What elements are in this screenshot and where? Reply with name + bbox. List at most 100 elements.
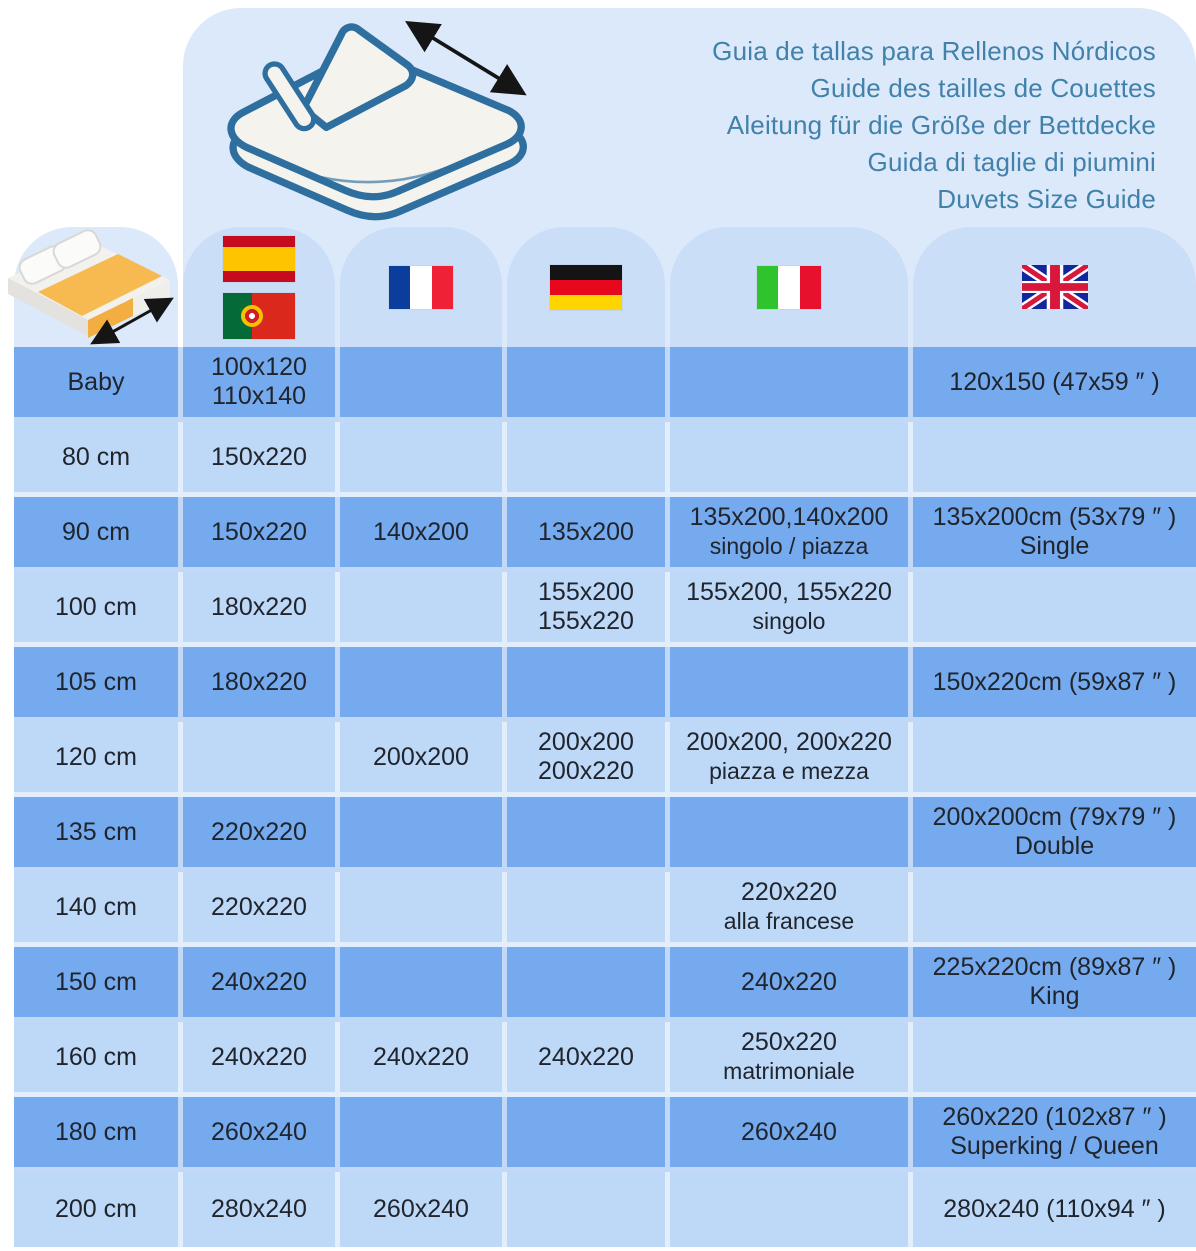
column-header-spain-portugal (183, 227, 335, 347)
cell-germany (507, 797, 670, 872)
row-label: 200 cm (55, 1195, 137, 1223)
uk-flag-icon (1021, 265, 1088, 309)
italy-flag-icon (757, 265, 821, 309)
cell-line: 200x200cm (79x79 ″ ) (932, 803, 1177, 831)
cell-germany (507, 947, 670, 1022)
row-label: 150 cm (55, 967, 137, 996)
cell-spain-portugal: 150x220 (183, 422, 340, 497)
cell-line: 155x200, 155x220 (686, 578, 892, 606)
cell-line: 200x200 (373, 742, 469, 771)
row-label-cell: 90 cm (14, 497, 183, 572)
cell-france: 200x200 (340, 722, 507, 797)
cell-germany (507, 1172, 670, 1247)
cell-line: 220x220 (211, 817, 307, 846)
cell-line: 260x240 (373, 1195, 469, 1223)
cell-spain-portugal: 240x220 (183, 1022, 340, 1097)
row-label-cell: 120 cm (14, 722, 183, 797)
cell-italy (670, 422, 913, 497)
row-label: 140 cm (55, 892, 137, 921)
cell-line: Double (1014, 832, 1095, 860)
cell-france (340, 797, 507, 872)
cell-line: 200x200 (538, 728, 634, 756)
column-header-france (340, 227, 502, 347)
row-label-cell: 80 cm (14, 422, 183, 497)
row-label: Baby (67, 367, 125, 396)
cell-line: 240x220 (538, 1042, 634, 1071)
cell-line: 200x220 (538, 757, 634, 785)
cell-italy: 155x200, 155x220 singolo (670, 572, 913, 647)
cell-spain-portugal: 220x220 (183, 797, 340, 872)
table-row: 150 cm 240x220 240x220 225x220cm (89x87 … (14, 947, 1196, 1022)
cell-uk: 150x220cm (59x87 ″ ) (913, 647, 1196, 722)
france-flag-icon (389, 265, 453, 309)
table-row: 200 cm 280x240 260x240 280x240 (110x94 ″… (14, 1172, 1196, 1247)
title-german: Aleitung für die Größe der Bettdecke (726, 110, 1156, 140)
row-label: 135 cm (55, 817, 137, 846)
cell-france (340, 872, 507, 947)
cell-line: 140x200 (373, 517, 469, 546)
cell-line: 225x220cm (89x87 ″ ) (932, 953, 1177, 981)
cell-line: 150x220cm (59x87 ″ ) (932, 667, 1177, 696)
cell-line: 240x220 (211, 967, 307, 996)
cell-line: alla francese (723, 908, 855, 934)
cell-spain-portugal (183, 722, 340, 797)
cell-germany (507, 1097, 670, 1172)
table-row: 135 cm 220x220 200x200cm (79x79 ″ ) Doubl… (14, 797, 1196, 872)
table-row: 140 cm 220x220 220x220 alla francese (14, 872, 1196, 947)
cell-france (340, 1097, 507, 1172)
table-row: 90 cm 150x220 140x200 135x200 135x200,14… (14, 497, 1196, 572)
cell-italy: 260x240 (670, 1097, 913, 1172)
germany-flag-icon (550, 264, 622, 310)
cell-line: 240x220 (741, 967, 837, 996)
cell-line: 150x220 (211, 517, 307, 546)
cell-line: 150x220 (211, 442, 307, 471)
cell-line: 120x150 (47x59 ″ ) (949, 367, 1160, 396)
cell-line: 155x200 (538, 578, 634, 606)
table-row: 80 cm 150x220 (14, 422, 1196, 497)
table-row: 105 cm 180x220 150x220cm (59x87 ″ ) (14, 647, 1196, 722)
cell-spain-portugal: 260x240 (183, 1097, 340, 1172)
cell-spain-portugal: 150x220 (183, 497, 340, 572)
spain-flag-icon (223, 235, 295, 282)
cell-italy: 200x200, 200x220 piazza e mezza (670, 722, 913, 797)
row-label: 90 cm (61, 517, 131, 546)
cell-uk: 120x150 (47x59 ″ ) (913, 347, 1196, 422)
cell-spain-portugal: 240x220 (183, 947, 340, 1022)
cell-france (340, 347, 507, 422)
cell-spain-portugal: 220x220 (183, 872, 340, 947)
cell-france (340, 647, 507, 722)
cell-germany: 155x200 155x220 (507, 572, 670, 647)
cell-line: 135x200cm (53x79 ″ ) (932, 503, 1177, 531)
row-label: 160 cm (55, 1042, 137, 1071)
row-label-cell: 180 cm (14, 1097, 183, 1172)
cell-italy: 240x220 (670, 947, 913, 1022)
cell-germany (507, 347, 670, 422)
cell-france: 240x220 (340, 1022, 507, 1097)
cell-line: 220x220 (211, 892, 307, 921)
cell-line: singolo (752, 608, 826, 634)
cell-spain-portugal: 180x220 (183, 647, 340, 722)
cell-line: 135x200,140x200 (689, 503, 889, 531)
row-label: 80 cm (61, 442, 131, 471)
row-label-cell: Baby (14, 347, 183, 422)
cell-uk (913, 722, 1196, 797)
cell-line: 260x240 (211, 1117, 307, 1146)
row-label: 120 cm (55, 742, 137, 771)
bed-icon (8, 229, 174, 345)
cell-france (340, 947, 507, 1022)
cell-france: 260x240 (340, 1172, 507, 1247)
cell-line: 280x240 (211, 1195, 307, 1223)
cell-spain-portugal: 280x240 (183, 1172, 340, 1247)
cell-uk (913, 1022, 1196, 1097)
title-spanish: Guia de tallas para Rellenos Nórdicos (712, 36, 1156, 66)
cell-france: 140x200 (340, 497, 507, 572)
cell-line: 200x200, 200x220 (686, 728, 892, 756)
cell-italy: 135x200,140x200 singolo / piazza (670, 497, 913, 572)
row-label-cell: 100 cm (14, 572, 183, 647)
cell-germany (507, 422, 670, 497)
column-header-italy (670, 227, 908, 347)
title-italian: Guida di taglie di piumini (867, 147, 1156, 177)
row-label-cell: 135 cm (14, 797, 183, 872)
cell-france (340, 572, 507, 647)
